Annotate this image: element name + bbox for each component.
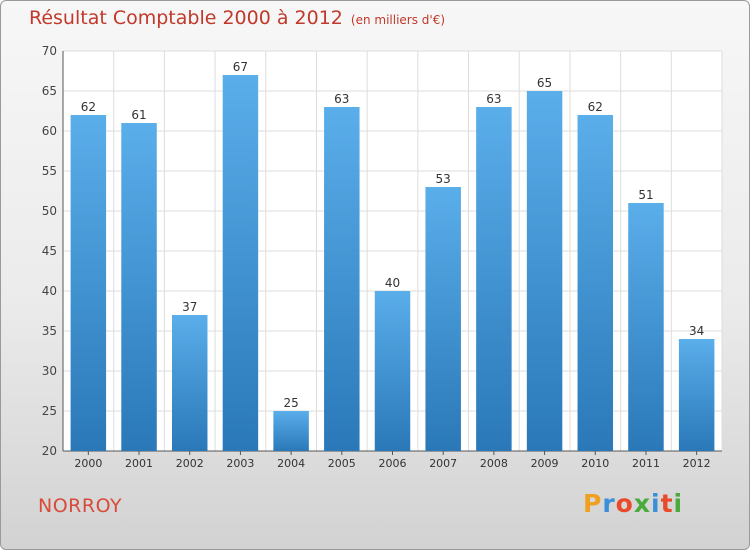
bar bbox=[425, 187, 461, 451]
y-tick-label: 55 bbox=[42, 164, 57, 178]
brand-letter: t bbox=[660, 489, 674, 518]
brand-letter: i bbox=[651, 489, 661, 518]
x-tick-label: 2006 bbox=[379, 457, 407, 470]
y-tick-label: 60 bbox=[42, 124, 57, 138]
y-tick-label: 20 bbox=[42, 444, 57, 458]
x-tick-label: 2009 bbox=[531, 457, 559, 470]
y-tick-label: 40 bbox=[42, 284, 57, 298]
y-tick-label: 65 bbox=[42, 84, 57, 98]
y-tick-label: 35 bbox=[42, 324, 57, 338]
y-tick-label: 45 bbox=[42, 244, 57, 258]
bar bbox=[222, 75, 259, 451]
x-tick-label: 2002 bbox=[176, 457, 204, 470]
data-label: 34 bbox=[689, 324, 704, 338]
brand-letter: i bbox=[673, 489, 684, 518]
data-label: 63 bbox=[334, 92, 349, 106]
data-label: 62 bbox=[81, 100, 96, 114]
chart-subtitle: (en milliers d'€) bbox=[350, 13, 446, 27]
y-tick-label: 70 bbox=[42, 44, 57, 58]
x-tick-label: 2011 bbox=[632, 457, 660, 470]
data-label: 51 bbox=[638, 188, 653, 202]
y-tick-label: 25 bbox=[42, 404, 57, 418]
data-label: 61 bbox=[131, 108, 146, 122]
bar bbox=[324, 107, 360, 451]
bar bbox=[577, 115, 614, 451]
bar bbox=[678, 339, 715, 451]
data-label: 62 bbox=[588, 100, 603, 114]
x-tick-label: 2012 bbox=[683, 457, 711, 470]
x-tick-label: 2008 bbox=[480, 457, 508, 470]
x-tick-label: 2001 bbox=[125, 457, 153, 470]
brand-letter: P bbox=[583, 489, 603, 518]
brand-letter: x bbox=[633, 489, 651, 518]
data-label: 67 bbox=[233, 60, 248, 74]
x-tick-label: 2003 bbox=[226, 457, 254, 470]
bar bbox=[628, 203, 664, 451]
bar bbox=[273, 411, 309, 451]
bar bbox=[171, 315, 208, 451]
y-tick-label: 50 bbox=[42, 204, 57, 218]
x-tick-label: 2005 bbox=[328, 457, 356, 470]
bar bbox=[476, 107, 512, 451]
x-tick-label: 2007 bbox=[429, 457, 457, 470]
brand-letter: o bbox=[615, 489, 634, 518]
bar bbox=[70, 115, 107, 451]
brand-logo: Proxiti bbox=[583, 489, 683, 518]
brand-letter: r bbox=[602, 489, 616, 518]
x-tick-label: 2010 bbox=[581, 457, 609, 470]
data-label: 25 bbox=[283, 396, 298, 410]
y-tick-label: 30 bbox=[42, 364, 57, 378]
data-label: 53 bbox=[436, 172, 451, 186]
x-tick-label: 2004 bbox=[277, 457, 305, 470]
data-label: 63 bbox=[486, 92, 501, 106]
data-label: 37 bbox=[182, 300, 197, 314]
place-name: NORROY bbox=[38, 495, 123, 517]
x-tick-label: 2000 bbox=[74, 457, 102, 470]
data-label: 40 bbox=[385, 276, 400, 290]
bar bbox=[121, 123, 157, 451]
title-row: Résultat Comptable 2000 à 2012 (en millie… bbox=[29, 7, 445, 29]
data-label: 65 bbox=[537, 76, 552, 90]
chart-title: Résultat Comptable 2000 à 2012 bbox=[29, 7, 343, 29]
bar bbox=[526, 91, 563, 451]
bar bbox=[374, 291, 411, 451]
